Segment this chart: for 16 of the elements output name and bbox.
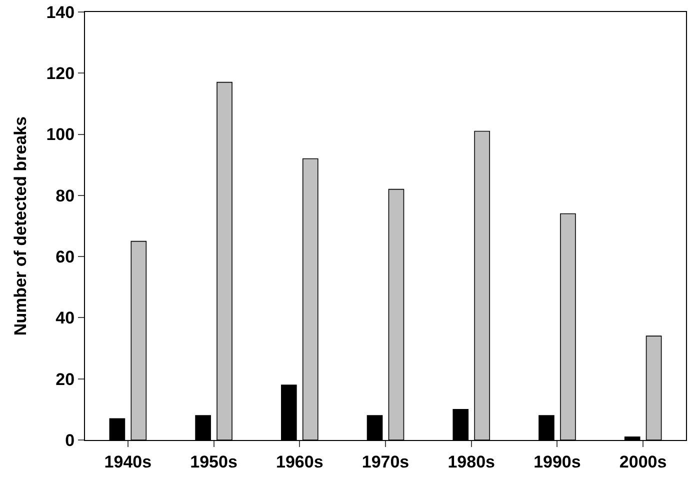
x-tick-label: 1940s <box>104 452 152 472</box>
y-tick-label: 80 <box>56 186 75 206</box>
y-tick-label: 0 <box>65 430 75 450</box>
y-tick-label: 40 <box>56 308 75 328</box>
x-tick-label: 1990s <box>534 452 581 472</box>
y-tick-label: 20 <box>56 370 75 389</box>
x-tick-label: 2000s <box>619 452 667 472</box>
y-tick-label: 120 <box>46 64 75 84</box>
y-tick-label: 60 <box>56 248 75 267</box>
x-tick-label: 1980s <box>448 452 495 472</box>
x-tick-label: 1960s <box>276 452 324 472</box>
y-tick-label: 100 <box>46 125 75 144</box>
x-tick-label: 1950s <box>190 452 238 472</box>
y-axis-title: Number of detected breaks <box>10 116 30 336</box>
x-tick-label: 1970s <box>362 452 410 472</box>
y-tick-label: 140 <box>46 2 75 22</box>
